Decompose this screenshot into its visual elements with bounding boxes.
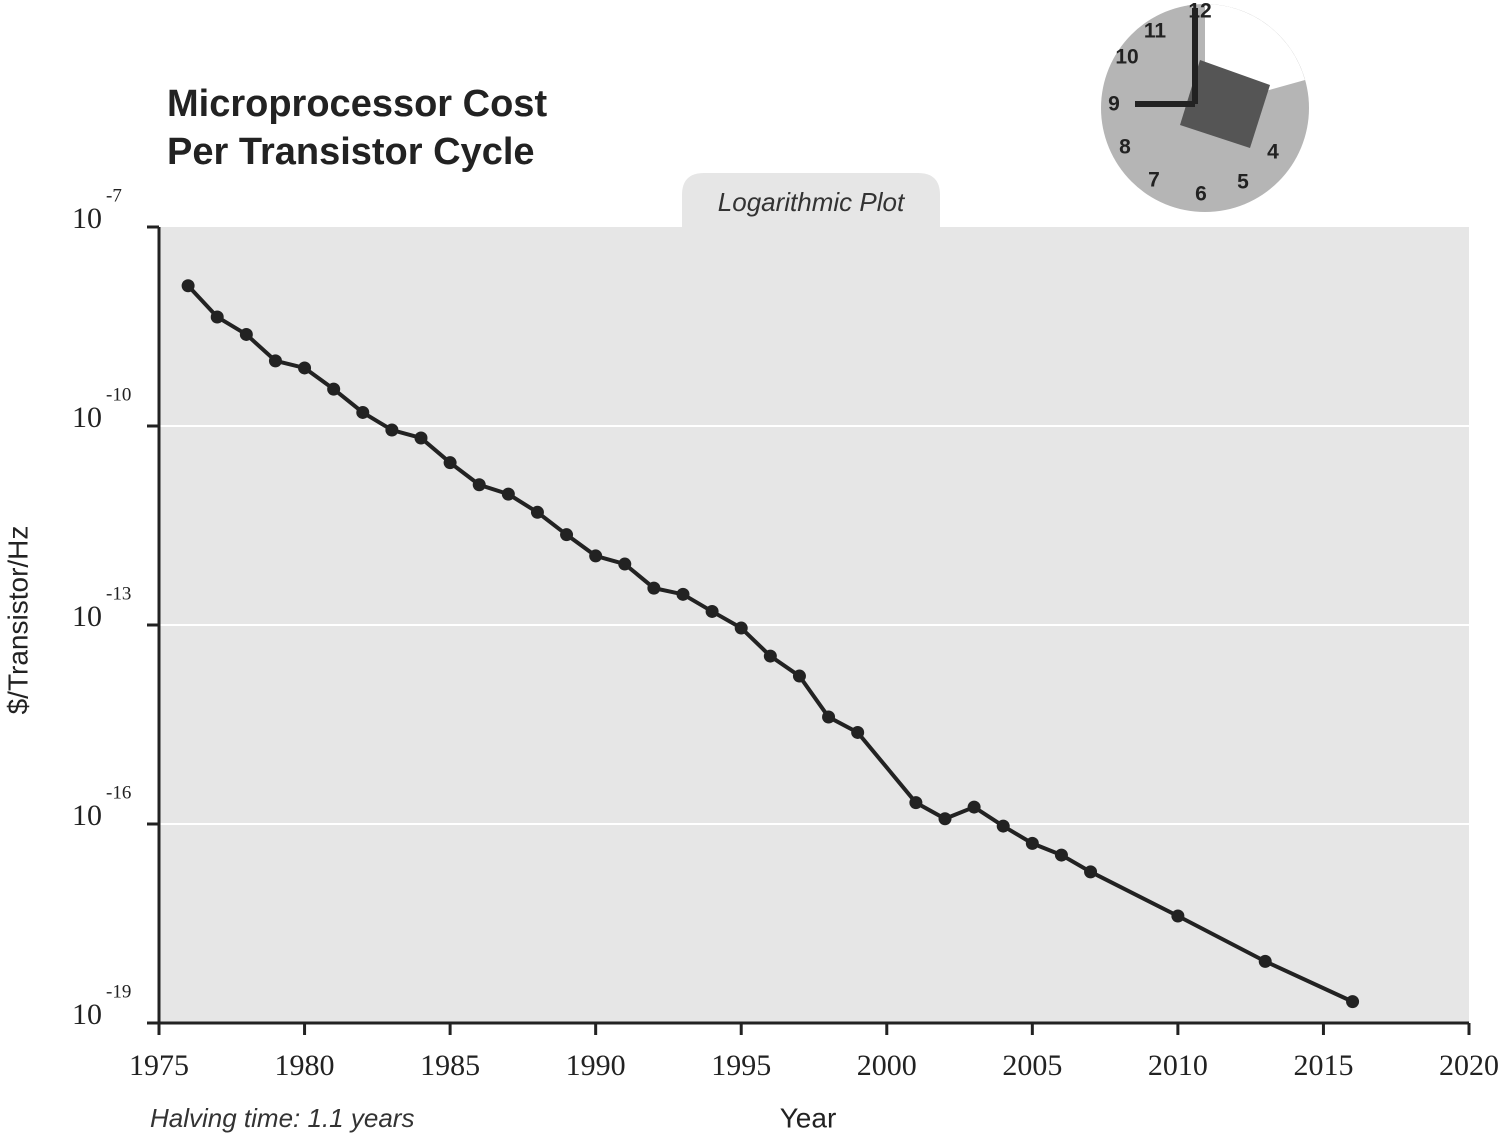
y-tick-label: 10 xyxy=(72,600,102,633)
data-point xyxy=(560,528,574,542)
chip xyxy=(1180,60,1270,148)
y-tick-exponent: -7 xyxy=(106,185,122,206)
data-point xyxy=(181,279,195,293)
data-point xyxy=(967,800,981,814)
data-point xyxy=(851,725,865,739)
data-point xyxy=(356,405,370,419)
data-point xyxy=(1346,995,1360,1009)
data-point xyxy=(589,549,603,563)
data-point xyxy=(443,456,457,470)
data-point xyxy=(938,812,952,826)
data-point xyxy=(298,361,312,375)
data-point xyxy=(1258,954,1272,968)
y-tick-exponent: -10 xyxy=(106,384,131,405)
data-point xyxy=(210,310,224,324)
data-point xyxy=(647,581,661,595)
clock-number: 12 xyxy=(1188,0,1211,23)
data-point xyxy=(414,431,428,445)
x-tick-label: 1985 xyxy=(420,1049,480,1082)
data-point xyxy=(909,796,923,810)
clock-number: 11 xyxy=(1144,20,1167,43)
clock-number: 10 xyxy=(1115,46,1138,69)
data-point xyxy=(501,487,515,501)
x-tick-label: 1995 xyxy=(711,1049,771,1082)
chart-title-text: Microprocessor Cost Per Transistor Cycle xyxy=(167,83,547,173)
data-point xyxy=(1025,836,1039,850)
data-point xyxy=(705,604,719,618)
data-point xyxy=(239,327,253,341)
data-point xyxy=(734,621,748,635)
data-point xyxy=(327,382,341,396)
clock-number: 5 xyxy=(1237,171,1249,194)
y-tick-label: 10 xyxy=(72,799,102,832)
data-point xyxy=(763,649,777,663)
x-tick-label: 1975 xyxy=(129,1049,189,1082)
subtitle: Logarithmic Plot xyxy=(718,187,906,217)
data-point xyxy=(676,587,690,601)
y-tick-exponent: -16 xyxy=(106,782,131,803)
data-point xyxy=(472,478,486,492)
data-point xyxy=(792,669,806,683)
clock-number: 4 xyxy=(1267,141,1279,164)
data-point xyxy=(822,710,836,724)
x-tick-label: 2000 xyxy=(857,1049,917,1082)
data-point xyxy=(996,819,1010,833)
clock-number: 6 xyxy=(1195,183,1207,206)
y-tick-label: 10 xyxy=(72,202,102,235)
data-point xyxy=(1171,909,1185,923)
annotation: Halving time: 1.1 years xyxy=(150,1103,414,1133)
clock-number: 7 xyxy=(1148,169,1160,192)
data-point xyxy=(1084,865,1098,879)
data-point xyxy=(530,505,544,519)
x-axis-label: Year xyxy=(780,1102,837,1133)
x-tick-label: 2020 xyxy=(1439,1049,1499,1082)
x-tick-label: 2015 xyxy=(1293,1049,1353,1082)
clock-icon xyxy=(1101,4,1309,212)
data-point xyxy=(268,354,282,368)
y-tick-label: 10 xyxy=(72,401,102,434)
y-tick-exponent: -13 xyxy=(106,583,131,604)
clock-number: 9 xyxy=(1108,93,1120,116)
y-axis-label: $/Transistor/Hz xyxy=(2,526,33,715)
x-tick-label: 2005 xyxy=(1002,1049,1062,1082)
subtitle-tab xyxy=(682,173,940,227)
x-tick-label: 2010 xyxy=(1148,1049,1208,1082)
data-point xyxy=(1054,848,1068,862)
y-tick-exponent: -19 xyxy=(106,981,131,1002)
x-tick-label: 1990 xyxy=(566,1049,626,1082)
clock-number: 8 xyxy=(1119,136,1131,159)
series-line xyxy=(186,284,1354,1004)
x-tick-label: 1980 xyxy=(275,1049,335,1082)
data-point xyxy=(385,423,399,437)
data-point xyxy=(618,557,632,571)
y-tick-label: 10 xyxy=(72,998,102,1031)
